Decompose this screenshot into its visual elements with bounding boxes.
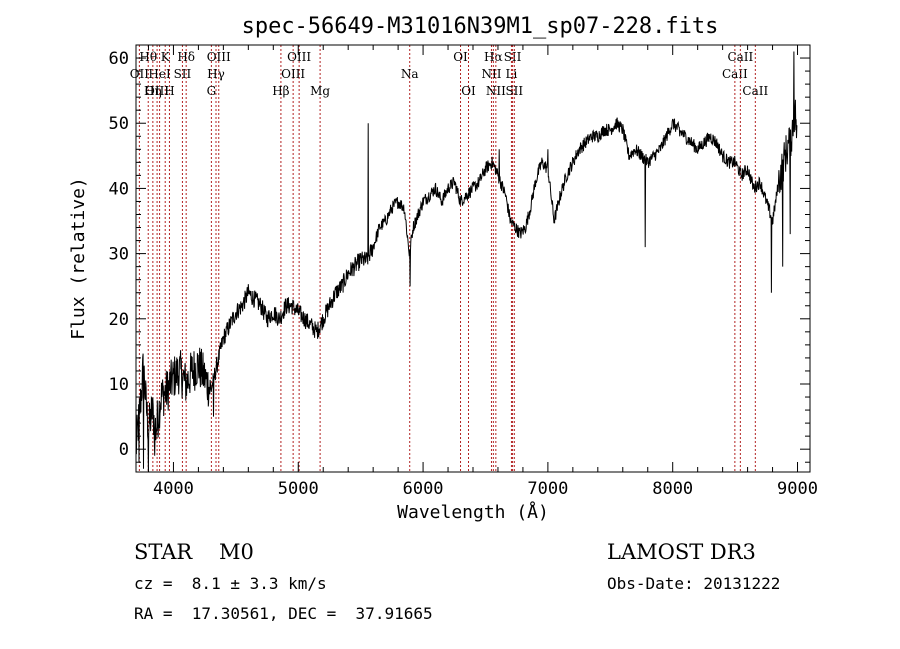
spectral-line-label: Li (506, 67, 518, 81)
x-tick-label: 5000 (278, 479, 319, 499)
spectral-line-label: OI (461, 84, 476, 98)
spectral-line-label: CaII (727, 50, 753, 64)
spectral-line-label: Hβ (272, 84, 289, 98)
spectral-line-label: OI (453, 50, 468, 64)
x-tick-label: 7000 (527, 479, 568, 499)
spectral-line-label: CaII (722, 67, 748, 81)
spectral-line-label: Na (401, 67, 419, 81)
spectral-line-label: Hθ (139, 50, 157, 64)
y-axis-label: Flux (relative) (68, 177, 89, 340)
spectral-line-label: Hα (484, 50, 503, 64)
y-tick-label: 60 (109, 49, 129, 69)
spectral-line-label: SII (505, 84, 523, 98)
chart-title: spec-56649-M31016N39M1_sp07-228.fits (242, 14, 719, 39)
spectral-line-label: SII (174, 67, 192, 81)
x-tick-label: 6000 (403, 479, 444, 499)
y-tick-label: 0 (119, 440, 129, 460)
spectral-line-label: NII (486, 84, 506, 98)
coordinates: RA = 17.30561, DEC = 37.91665 (134, 604, 433, 623)
spectrum-line (135, 51, 798, 473)
object-class-line: STAR M0 (134, 540, 254, 564)
spectral-line-label: K (161, 50, 171, 64)
y-tick-label: 40 (109, 179, 129, 199)
redshift-value: cz = 8.1 ± 3.3 km/s (134, 574, 327, 593)
survey-name: LAMOST DR3 (607, 540, 756, 564)
spectral-line-label: NII (481, 67, 501, 81)
spectrum-chart: spec-56649-M31016N39M1_sp07-228.fits OII… (68, 14, 818, 523)
x-axis-label: Wavelength (Å) (397, 501, 549, 523)
object-subclass: M0 (218, 540, 254, 564)
y-tick-label: 50 (109, 114, 129, 134)
x-tick-label: 8000 (652, 479, 693, 499)
x-tick-label: 4000 (153, 479, 194, 499)
spectral-line-label: OII (130, 67, 150, 81)
spectral-line-label: SII (504, 50, 522, 64)
spectral-line-label: Hδ (177, 50, 195, 64)
plot-frame (135, 44, 811, 473)
spectral-line-label: Hγ (207, 67, 225, 81)
y-tick-label: 30 (109, 245, 129, 265)
spectral-line-label: CaII (742, 84, 768, 98)
object-class: STAR (134, 540, 193, 564)
x-tick-label: 9000 (777, 479, 818, 499)
spectral-line-label: OIII (281, 67, 305, 81)
spectral-line-label: H (164, 84, 174, 98)
spectral-line-label: OIII (207, 50, 231, 64)
spectral-line-label: G (207, 84, 217, 98)
y-tick-label: 10 (109, 375, 129, 395)
y-tick-label: 20 (109, 310, 129, 330)
spectral-line-label: OIII (145, 84, 169, 98)
spectral-line-label: Mg (310, 84, 330, 98)
observation-date: Obs-Date: 20131222 (607, 574, 781, 593)
spectral-line-label: HeI (148, 67, 171, 81)
spectral-line-label: OIII (287, 50, 311, 64)
